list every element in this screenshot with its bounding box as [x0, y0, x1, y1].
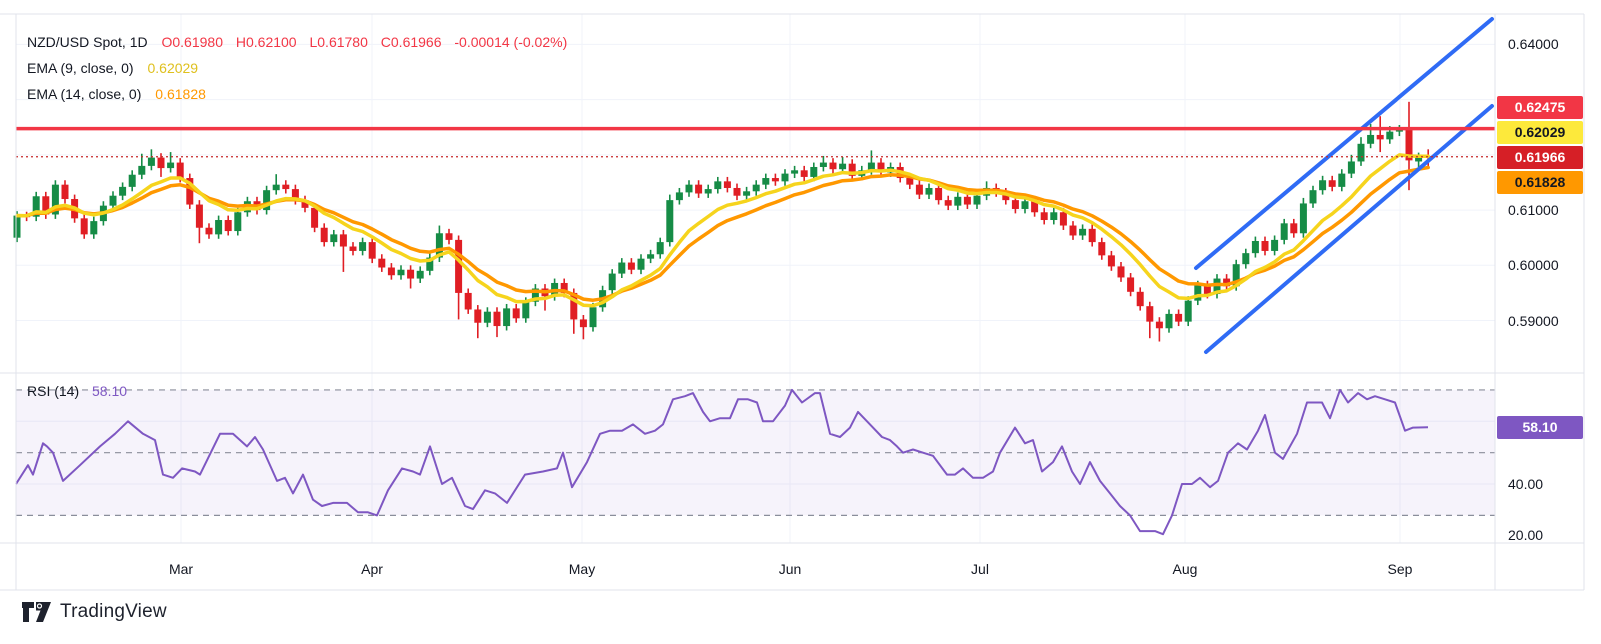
ohlc-high: H0.62100	[235, 34, 297, 50]
price-axis-label: 0.59000	[1508, 312, 1559, 329]
time-axis-label-mar: Mar	[168, 561, 194, 577]
ema9-label: EMA (9, close, 0)	[27, 60, 134, 76]
rsi-value: 58.10	[92, 383, 128, 399]
ema14-value: 0.61828	[155, 86, 206, 102]
ohlc-low: L0.61780	[309, 34, 368, 50]
time-axis-label-apr: Apr	[361, 561, 383, 577]
time-scale[interactable]	[16, 543, 1495, 590]
ema9-value: 0.62029	[147, 60, 199, 76]
change-value: -0.00014 (-0.02%)	[454, 34, 568, 50]
ohlc-close: C0.61966	[380, 34, 442, 50]
ema14-legend-row: EMA (14, close, 0) 0.61828	[27, 81, 576, 107]
rsi-badge: 58.10	[1497, 415, 1583, 439]
price-axis-label: 0.60000	[1508, 257, 1559, 274]
time-axis-label-jun: Jun	[778, 561, 802, 577]
symbol-ohlc-row: NZD/USD Spot, 1D O0.61980 H0.62100 L0.61…	[27, 29, 576, 55]
chart-legend: NZD/USD Spot, 1D O0.61980 H0.62100 L0.61…	[27, 29, 576, 107]
ohlc-open: O0.61980	[161, 34, 223, 50]
rsi-legend: RSI (14) 58.10	[27, 383, 127, 399]
tradingview-logo-icon	[22, 602, 51, 622]
price-axis-label: 0.61000	[1508, 202, 1559, 219]
time-axis-label-jul: Jul	[971, 561, 989, 577]
tradingview-logo-text: TradingView	[60, 601, 167, 622]
tradingview-logo-link[interactable]: TradingView	[22, 601, 167, 623]
ema9-legend-row: EMA (9, close, 0) 0.62029	[27, 55, 576, 81]
price-badge: 0.61966	[1497, 145, 1583, 169]
rsi-axis-label: 20.00	[1508, 527, 1544, 543]
time-axis-label-sep: Sep	[1387, 561, 1413, 577]
rsi-axis-label: 40.00	[1508, 476, 1544, 493]
price-axis-label: 0.64000	[1508, 36, 1559, 53]
ema14-label: EMA (14, close, 0)	[27, 86, 142, 102]
time-axis-label-may: May	[568, 561, 596, 577]
price-badge: 0.62475	[1497, 95, 1583, 119]
rsi-label: RSI (14)	[27, 383, 80, 399]
price-badge: 0.61828	[1497, 170, 1583, 194]
time-axis-label-aug: Aug	[1172, 561, 1198, 577]
price-badge: 0.62029	[1497, 120, 1583, 144]
symbol-title: NZD/USD Spot, 1D	[27, 34, 148, 50]
rsi-pane[interactable]	[16, 373, 1495, 543]
